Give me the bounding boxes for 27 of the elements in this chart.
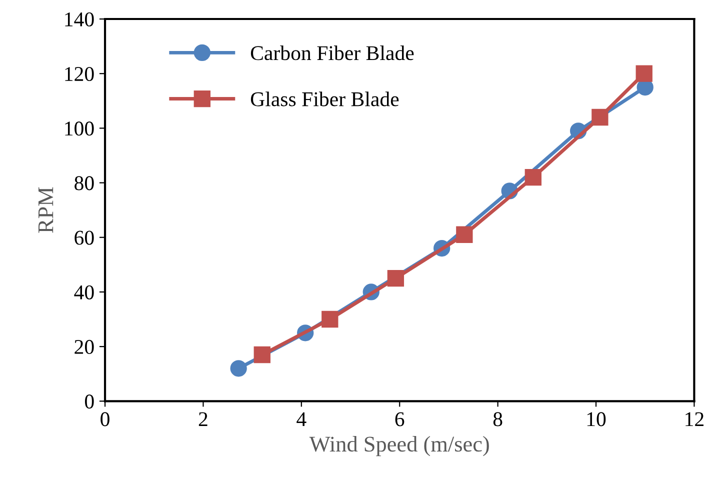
y-tick-label: 80 [74, 176, 94, 190]
x-axis-title: Wind Speed (m/sec) [309, 436, 489, 456]
x-tick-label: 4 [296, 412, 306, 426]
x-tick-label: 8 [493, 412, 502, 426]
point [230, 360, 247, 377]
x-tick-label: 6 [395, 412, 404, 426]
y-tick-label: 0 [84, 394, 94, 409]
legend-label: Carbon Fiber Blade [250, 46, 414, 60]
point [636, 65, 652, 82]
y-tick-label: 60 [74, 230, 94, 245]
point [387, 270, 404, 287]
point [322, 310, 338, 328]
point [524, 168, 542, 186]
point [592, 108, 608, 126]
x-tick-label: 10 [587, 412, 606, 426]
y-tick-label: 140 [65, 12, 94, 26]
point [456, 226, 473, 243]
y-tick-label: 100 [65, 122, 94, 136]
y-tick-label: 120 [65, 66, 94, 82]
legend-label: Glass Fiber Blade [250, 92, 399, 106]
x-tick-label: 12 [686, 412, 704, 426]
y-axis-title: RPM [38, 187, 54, 233]
y-tick-label: 20 [74, 340, 94, 354]
x-tick-label: 2 [198, 412, 208, 426]
y-tick-label: 40 [74, 285, 94, 300]
x-tick-label: 0 [100, 412, 110, 426]
point [254, 346, 270, 364]
